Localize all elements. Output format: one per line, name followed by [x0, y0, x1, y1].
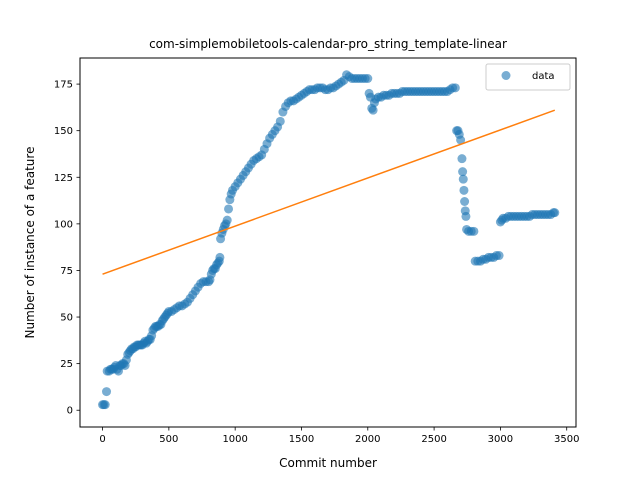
data-point-74	[215, 252, 225, 262]
plot-area	[98, 70, 560, 410]
legend: data	[485, 63, 571, 91]
x-tick-label-3500: 3500	[554, 434, 579, 445]
y-tick-label-125: 125	[54, 173, 73, 184]
legend-box	[485, 63, 571, 91]
data-point-81	[224, 204, 234, 214]
y-tick-label-0: 0	[67, 406, 73, 417]
data-point-182	[461, 211, 471, 221]
legend-marker-data	[501, 71, 511, 80]
data-point-177	[458, 167, 468, 177]
data-point-219	[550, 208, 560, 218]
legend-label-data: data	[532, 71, 555, 82]
y-tick-label-50: 50	[60, 313, 73, 324]
data-point-2	[100, 400, 110, 410]
y-axis: 0 25 50 75 100 125 150 175	[54, 80, 80, 417]
data-point-139	[368, 105, 378, 115]
x-axis-label: Commit number	[279, 456, 377, 470]
data-point-80	[222, 215, 232, 225]
data-point-176	[457, 154, 467, 164]
x-tick-label-1000: 1000	[222, 434, 247, 445]
x-tick-label-0: 0	[99, 434, 105, 445]
data-point-180	[460, 197, 470, 206]
y-tick-label-175: 175	[54, 80, 73, 91]
chart-title: com-simplemobiletools-calendar-pro_strin…	[149, 37, 507, 51]
fit-line	[102, 109, 556, 275]
x-tick-label-3000: 3000	[488, 434, 513, 445]
x-axis: 0 500 1000 1500 2000 2500 3000 3500	[99, 427, 579, 445]
axes-frame	[79, 57, 577, 428]
data-point-179	[459, 185, 469, 195]
data-point-175	[456, 135, 466, 145]
data-point-3	[102, 387, 112, 397]
x-tick-label-2500: 2500	[421, 434, 446, 445]
data-point-178	[458, 174, 468, 184]
x-tick-label-1500: 1500	[289, 434, 314, 445]
data-point-102	[275, 116, 285, 126]
x-tick-label-2000: 2000	[355, 434, 380, 445]
y-tick-label-150: 150	[54, 126, 73, 137]
y-tick-label-75: 75	[60, 266, 73, 277]
y-tick-label-25: 25	[60, 359, 73, 370]
data-point-135	[363, 74, 373, 83]
x-tick-label-500: 500	[159, 434, 178, 445]
y-tick-label-100: 100	[54, 219, 73, 230]
y-axis-label: Number of instance of a feature	[23, 147, 37, 339]
data-point-186	[469, 226, 479, 236]
data-point-196	[494, 251, 504, 261]
data-point-171	[450, 83, 460, 93]
